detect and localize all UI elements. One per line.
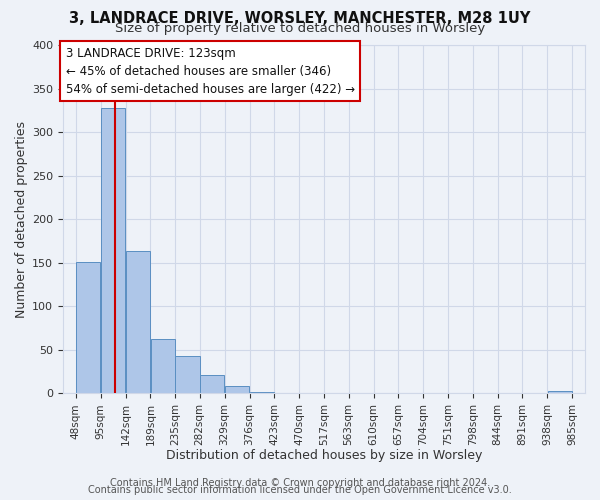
X-axis label: Distribution of detached houses by size in Worsley: Distribution of detached houses by size … (166, 450, 482, 462)
Bar (151, 338, 175, 394)
Bar (126, 250, 150, 394)
Y-axis label: Number of detached properties: Number of detached properties (15, 120, 28, 318)
Bar (101, 108, 125, 394)
Text: 3, LANDRACE DRIVE, WORSLEY, MANCHESTER, M28 1UY: 3, LANDRACE DRIVE, WORSLEY, MANCHESTER, … (70, 11, 530, 26)
Bar (225, 386, 250, 394)
Text: Contains public sector information licensed under the Open Government Licence v3: Contains public sector information licen… (88, 485, 512, 495)
Bar (76, 262, 100, 394)
Text: 3 LANDRACE DRIVE: 123sqm
← 45% of detached houses are smaller (346)
54% of semi-: 3 LANDRACE DRIVE: 123sqm ← 45% of detach… (65, 46, 355, 96)
Text: Contains HM Land Registry data © Crown copyright and database right 2024.: Contains HM Land Registry data © Crown c… (110, 478, 490, 488)
Bar (548, 391, 572, 394)
Text: Size of property relative to detached houses in Worsley: Size of property relative to detached ho… (115, 22, 485, 35)
Bar (175, 356, 200, 394)
Bar (200, 375, 224, 394)
Bar (250, 392, 274, 394)
